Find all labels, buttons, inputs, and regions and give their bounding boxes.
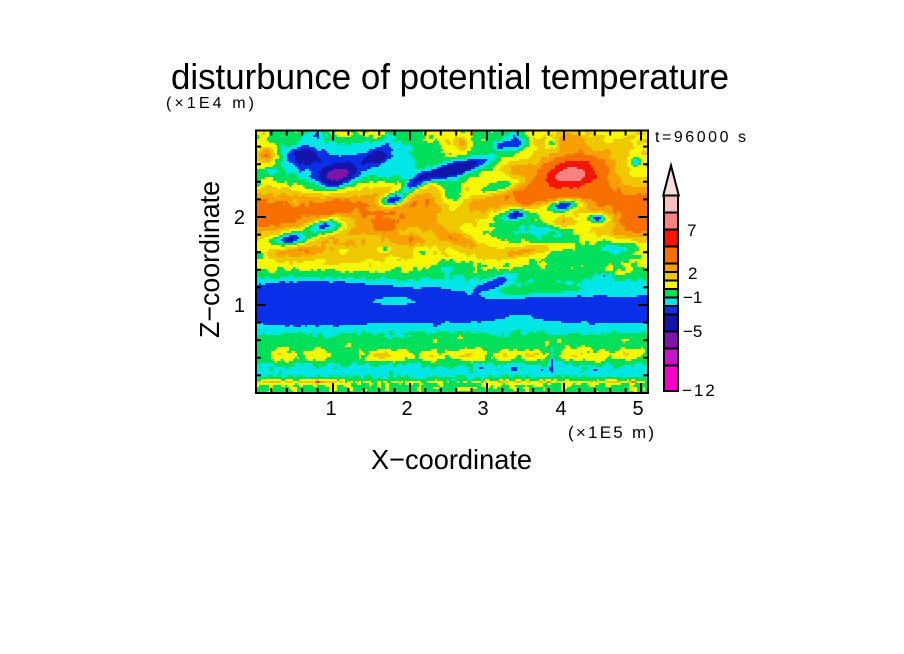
svg-text:t=96000 s: t=96000 s bbox=[655, 129, 746, 146]
svg-text:−12: −12 bbox=[682, 381, 717, 400]
svg-text:−1: −1 bbox=[683, 288, 702, 307]
svg-text:1: 1 bbox=[325, 398, 336, 420]
svg-text:1: 1 bbox=[234, 295, 245, 317]
svg-text:2: 2 bbox=[688, 264, 697, 283]
svg-text:4: 4 bbox=[555, 398, 566, 420]
svg-text:2: 2 bbox=[401, 398, 412, 420]
svg-text:−5: −5 bbox=[683, 322, 702, 341]
svg-text:2: 2 bbox=[234, 207, 245, 229]
svg-text:5: 5 bbox=[632, 398, 643, 420]
svg-text:(×1E5 m): (×1E5 m) bbox=[568, 423, 654, 442]
svg-text:7: 7 bbox=[687, 221, 696, 240]
svg-text:X−coordinate: X−coordinate bbox=[371, 444, 532, 475]
svg-text:disturbunce of potential tempe: disturbunce of potential temperature bbox=[171, 56, 729, 97]
svg-text:3: 3 bbox=[477, 398, 488, 420]
svg-text:Z−coordinate: Z−coordinate bbox=[194, 181, 225, 338]
